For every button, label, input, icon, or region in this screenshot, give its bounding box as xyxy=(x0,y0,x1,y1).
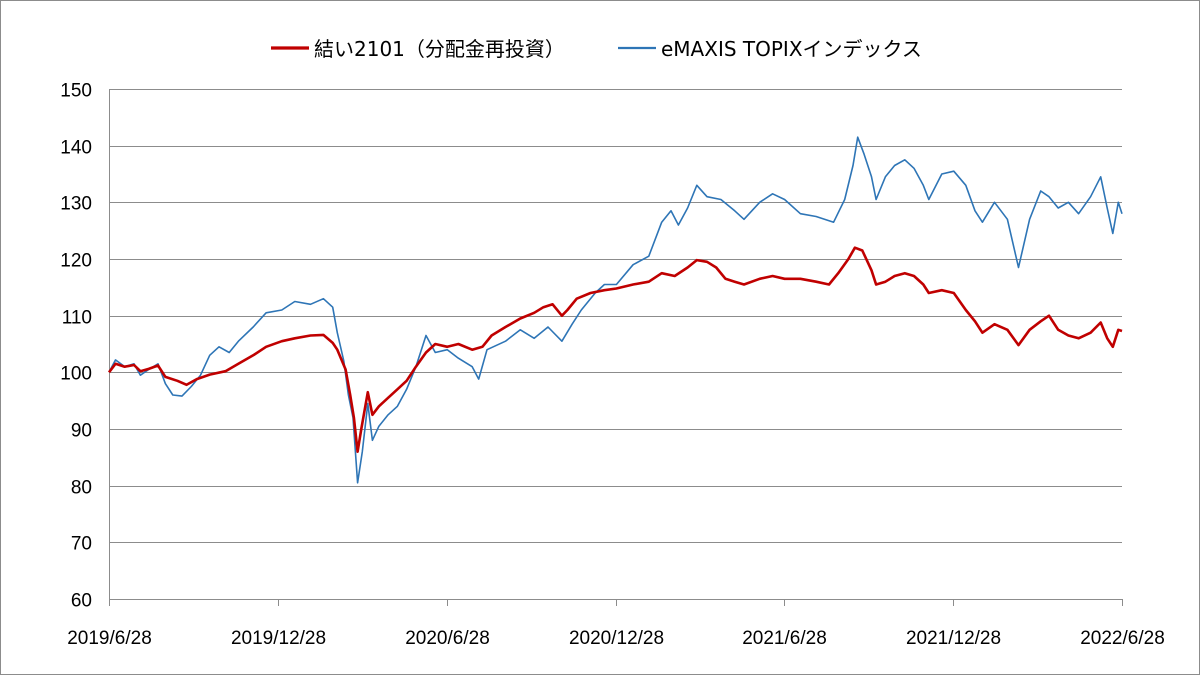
series-line-yui2101 xyxy=(107,246,1123,453)
legend: 結い2101（分配金再投資） eMAXIS TOPIXインデックス xyxy=(271,37,922,61)
x-tick-label: 2021/6/28 xyxy=(742,628,827,649)
y-tick-label: 80 xyxy=(71,478,92,499)
series-lines xyxy=(107,136,1123,484)
x-tick-label: 2020/6/28 xyxy=(405,628,490,649)
x-tick-label: 2022/6/28 xyxy=(1080,628,1165,649)
y-tick-label: 60 xyxy=(71,591,92,612)
y-tick-label: 130 xyxy=(60,194,92,215)
y-tick-label: 70 xyxy=(71,534,92,555)
x-tick-label: 2020/12/28 xyxy=(569,628,664,649)
y-tick-label: 100 xyxy=(60,364,92,385)
y-tick-label: 150 xyxy=(60,81,92,102)
x-tick-label: 2019/6/28 xyxy=(67,628,152,649)
y-tick-label: 140 xyxy=(60,138,92,159)
gridlines xyxy=(109,89,1122,543)
x-tick-label: 2019/12/28 xyxy=(231,628,326,649)
x-tick-label: 2021/12/28 xyxy=(906,628,1001,649)
axes: 60 70 80 90 100 110 120 130 140 150 2019/6/28 2019/… xyxy=(60,81,1164,650)
legend-label: eMAXIS TOPIXインデックス xyxy=(661,37,922,61)
y-tick-label: 120 xyxy=(60,251,92,272)
series-line-emaxis-topix xyxy=(108,136,1123,484)
y-tick-label: 90 xyxy=(71,421,92,442)
y-tick-label: 110 xyxy=(62,308,92,329)
legend-label: 結い2101（分配金再投資） xyxy=(314,37,565,61)
